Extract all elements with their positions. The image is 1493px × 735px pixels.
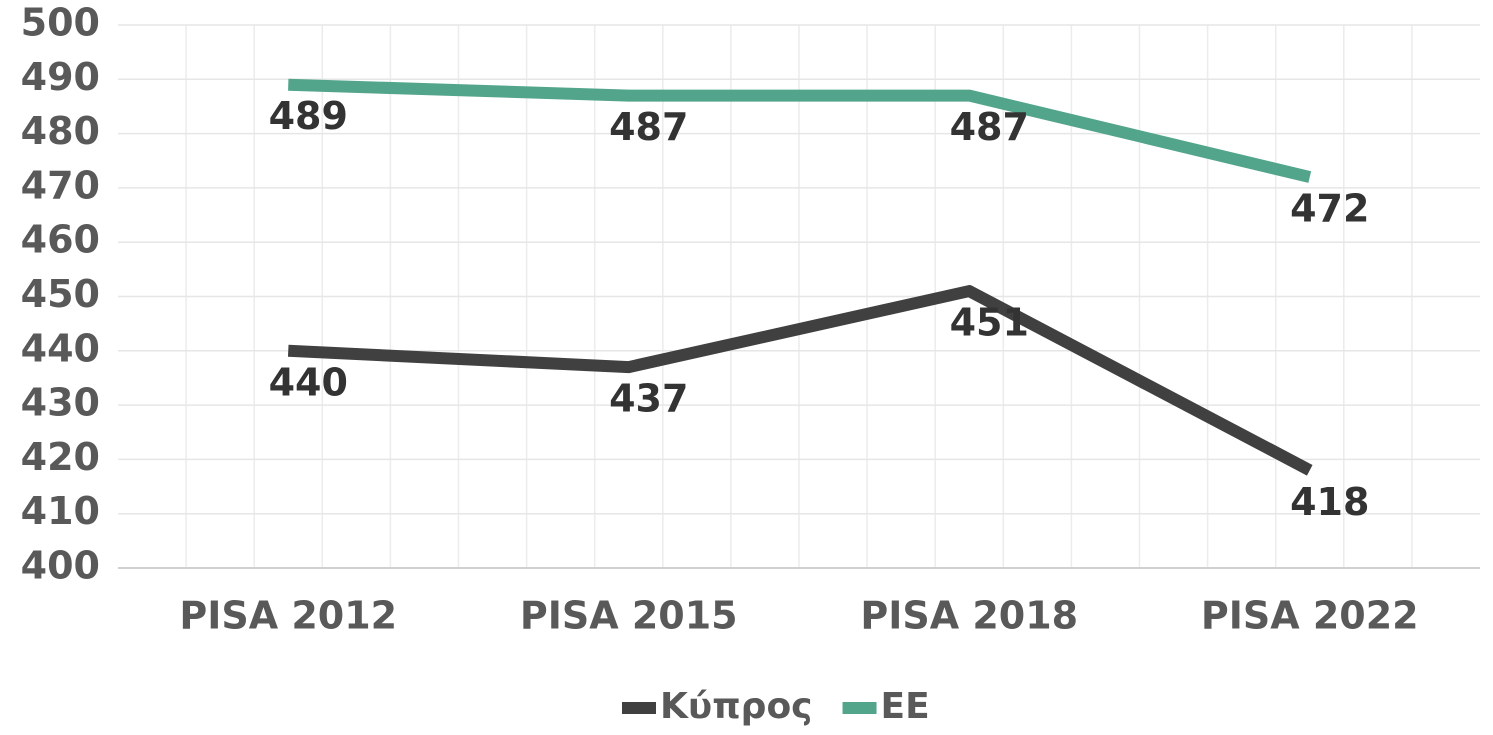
y-tick-label: 450	[21, 272, 100, 316]
series-line	[287, 285, 1313, 476]
data-label: 451	[950, 301, 1029, 345]
y-tick-label: 420	[21, 435, 100, 479]
y-tick-label: 400	[21, 544, 100, 588]
x-tick-label: PISA 2015	[520, 594, 738, 638]
x-tick-label: PISA 2018	[860, 594, 1078, 638]
y-tick-label: 490	[21, 55, 100, 99]
data-label: 487	[609, 105, 688, 149]
y-tick-label: 460	[21, 218, 100, 262]
legend-label: EE	[881, 686, 930, 727]
series-line	[288, 78, 1312, 183]
y-tick-label: 430	[21, 381, 100, 425]
y-tick-label: 410	[21, 489, 100, 533]
y-tick-label: 440	[21, 326, 100, 370]
y-tick-label: 470	[21, 163, 100, 207]
y-tick-label: 480	[21, 109, 100, 153]
data-label: 437	[609, 377, 688, 421]
x-tick-label: PISA 2022	[1201, 594, 1419, 638]
legend-label: Κύπρος	[660, 686, 813, 727]
data-label: 440	[269, 360, 348, 404]
data-label: 487	[950, 105, 1029, 149]
data-label: 472	[1290, 187, 1369, 231]
data-label: 418	[1290, 480, 1369, 524]
y-tick-label: 500	[21, 1, 100, 45]
data-label: 489	[269, 94, 348, 138]
x-tick-label: PISA 2012	[179, 594, 397, 638]
